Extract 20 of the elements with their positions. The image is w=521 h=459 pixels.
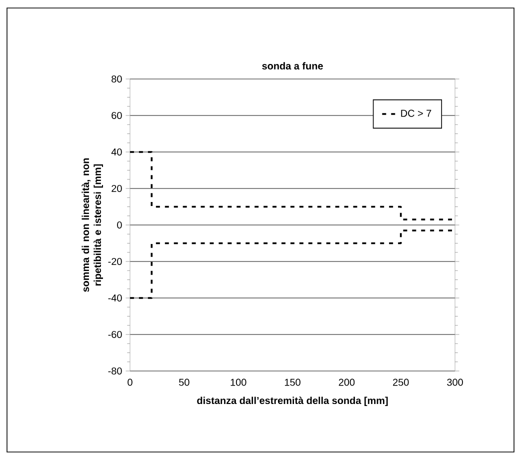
legend-label: DC > 7 [401,110,432,117]
y-tick-label: -80 [108,367,122,375]
y-tick-label: -60 [108,330,122,338]
y-tick-label: 80 [112,75,122,83]
chart-title: sonda a fune [262,62,323,70]
y-tick-label: 20 [112,184,122,192]
x-tick-label: 50 [179,378,190,386]
x-tick-label: 100 [230,378,246,386]
y-tick-label: 60 [112,112,122,120]
x-tick-label: 250 [393,378,409,386]
x-tick-label: 200 [338,378,355,386]
x-tick-label: 300 [447,378,463,386]
y-tick-label: 40 [111,148,122,156]
y-axis-title: somma di non linearità, non ripetibilità e isteresi [mm] [82,158,103,292]
x-tick-label: 150 [284,378,300,386]
y-tick-label: 0 [117,221,122,229]
x-axis-title: distanza dall’estremità della sonda [mm] [197,396,388,406]
x-tick-label: 0 [128,378,132,386]
y-tick-label: -40 [108,294,122,302]
y-tick-label: -20 [108,258,122,266]
